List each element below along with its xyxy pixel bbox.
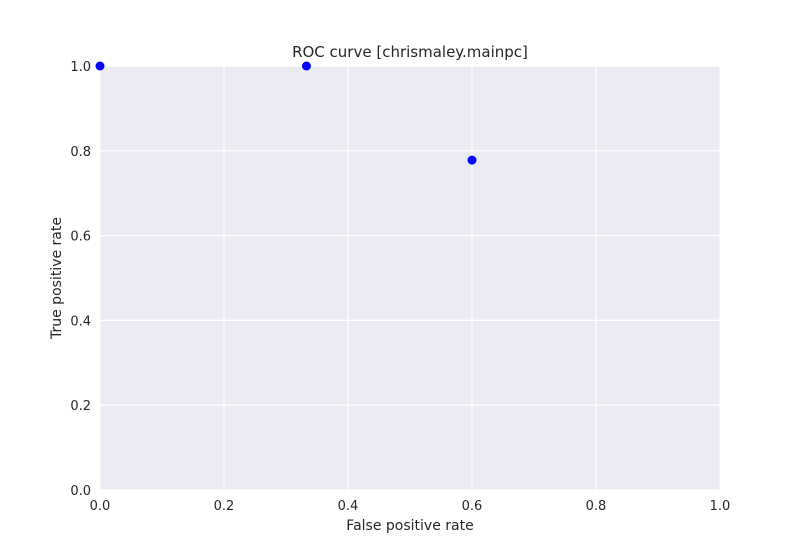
y-axis-label: True positive rate [49, 217, 65, 340]
x-tick-labels: 0.0 0.2 0.4 0.6 0.8 1.0 [90, 499, 731, 514]
x-tick-label: 0.2 [214, 499, 235, 514]
y-tick-label: 0.0 [70, 484, 91, 499]
x-tick-label: 0.4 [338, 499, 359, 514]
y-tick-label: 0.4 [70, 314, 91, 329]
x-tick-label: 0.0 [90, 499, 111, 514]
data-point [467, 155, 477, 165]
data-point [95, 61, 105, 71]
grid-lines [99, 65, 721, 491]
plot-area [100, 66, 720, 490]
y-tick-labels: 0.0 0.2 0.4 0.6 0.8 1.0 [70, 60, 91, 499]
y-tick-label: 0.6 [70, 230, 91, 245]
x-tick-label: 0.8 [586, 499, 607, 514]
x-tick-label: 0.6 [462, 499, 483, 514]
y-tick-label: 0.2 [70, 399, 91, 414]
y-tick-label: 1.0 [70, 60, 91, 75]
data-point [301, 61, 311, 71]
chart-title: ROC curve [chrismaley.mainpc] [292, 43, 528, 61]
data-points [95, 61, 477, 165]
y-tick-label: 0.8 [70, 145, 91, 160]
x-axis-label: False positive rate [346, 518, 473, 534]
x-tick-label: 1.0 [710, 499, 731, 514]
